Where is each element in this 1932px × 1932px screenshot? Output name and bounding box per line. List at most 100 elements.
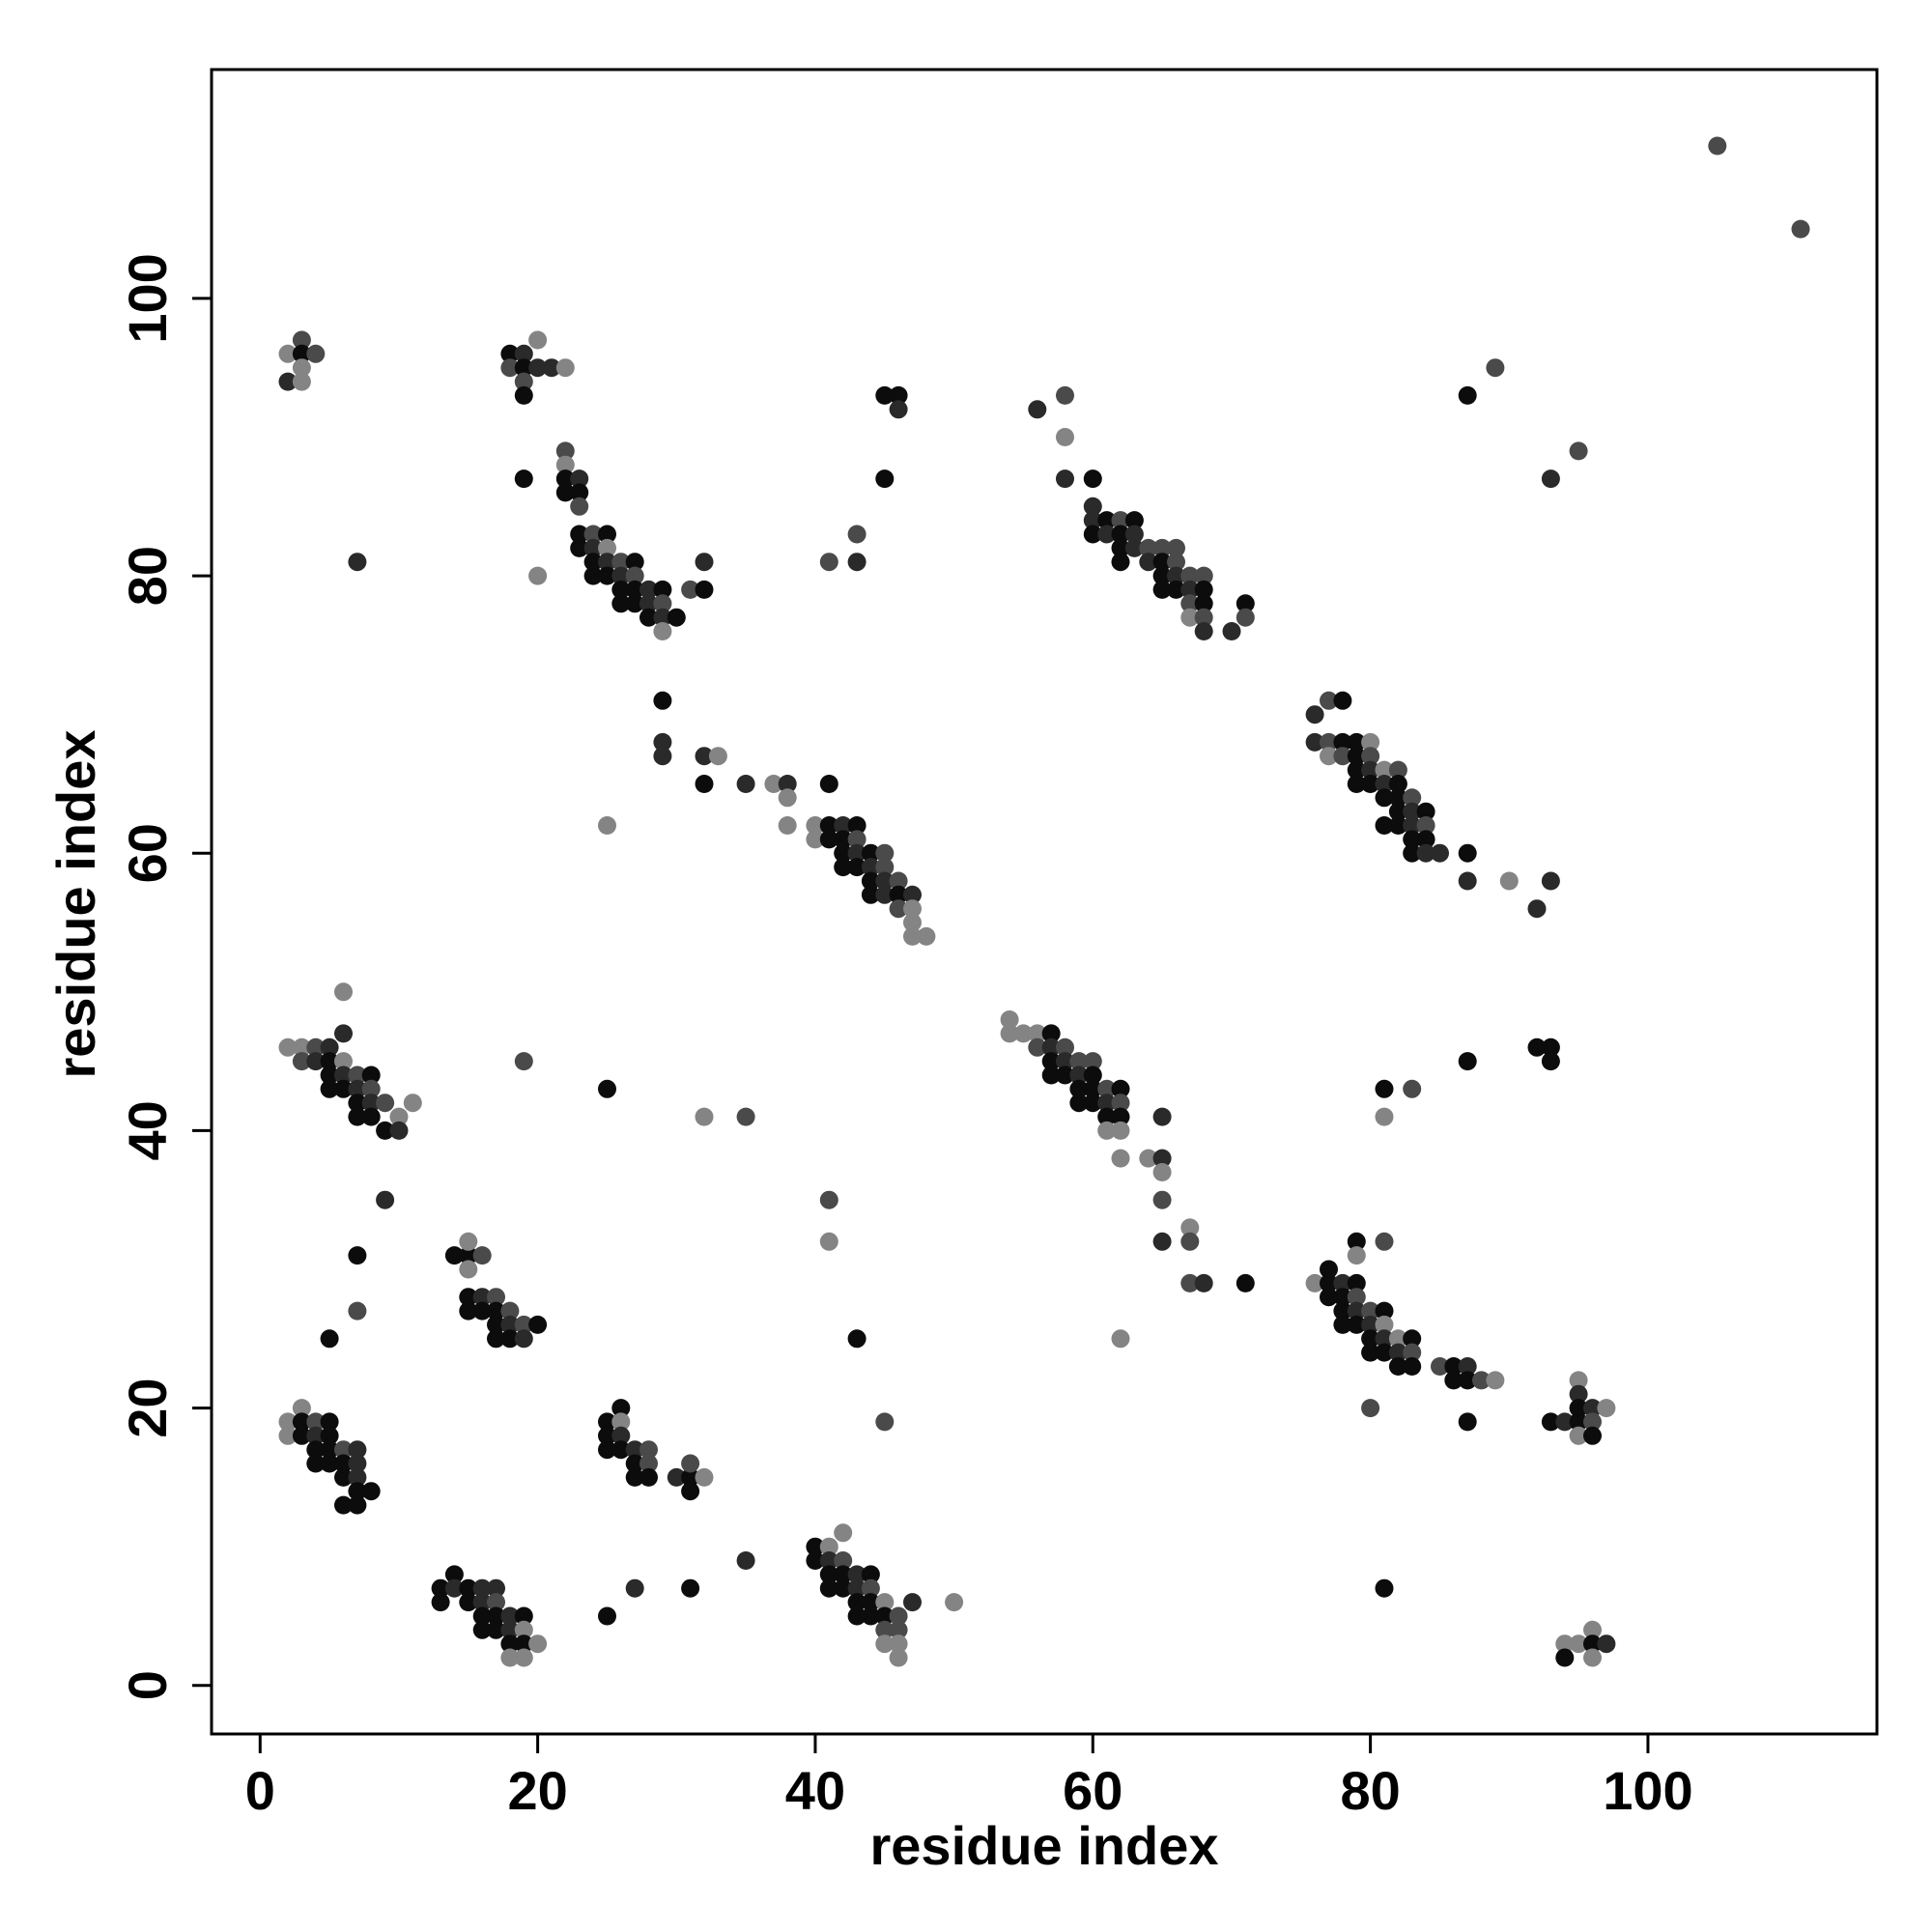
data-point	[500, 1634, 520, 1654]
data-point	[1388, 1343, 1407, 1362]
data-point	[625, 1440, 644, 1460]
data-point	[861, 858, 880, 877]
x-axis: 0 20 40 60 80 100	[245, 1732, 1693, 1821]
data-point	[542, 358, 561, 378]
data-point	[653, 747, 672, 766]
data-point	[819, 816, 838, 835]
data-point	[306, 1037, 326, 1057]
data-point	[320, 1052, 339, 1071]
data-point	[1375, 760, 1394, 780]
data-point	[306, 1440, 326, 1460]
data-point	[653, 622, 672, 640]
data-point	[1375, 1343, 1394, 1362]
data-point	[348, 1301, 367, 1321]
data-point	[819, 1190, 838, 1209]
data-point	[819, 1551, 838, 1570]
data-point	[320, 1037, 339, 1057]
data-point	[1527, 1037, 1547, 1057]
data-point	[1541, 1052, 1560, 1071]
data-point	[1347, 1273, 1366, 1293]
data-point	[459, 1260, 478, 1279]
data-point	[1194, 566, 1213, 585]
data-point	[1333, 1301, 1352, 1321]
data-point	[528, 358, 548, 378]
data-point	[1458, 1412, 1477, 1432]
data-point	[639, 608, 658, 627]
data-point	[1333, 732, 1352, 752]
data-point	[1388, 802, 1407, 821]
data-point	[1083, 1094, 1102, 1113]
data-point	[472, 1288, 492, 1307]
data-point	[348, 1065, 367, 1085]
data-point	[611, 1440, 631, 1460]
data-point	[847, 843, 867, 863]
data-point	[945, 1593, 964, 1612]
data-point	[487, 1593, 505, 1612]
data-point	[681, 1578, 700, 1598]
data-point	[514, 1606, 533, 1626]
data-point	[847, 1578, 867, 1598]
data-point	[1236, 1273, 1255, 1293]
data-point	[889, 885, 908, 904]
data-point	[917, 926, 936, 946]
x-axis-label: residue index	[869, 1815, 1218, 1876]
data-point	[487, 1606, 505, 1626]
data-point	[514, 1620, 533, 1639]
data-point	[278, 1412, 298, 1432]
data-point	[570, 538, 589, 557]
data-point	[320, 1412, 339, 1432]
data-point	[1194, 608, 1213, 627]
data-point	[598, 1440, 616, 1460]
data-point	[1111, 525, 1130, 544]
data-point	[1083, 1079, 1102, 1098]
data-point	[1028, 1024, 1047, 1043]
data-point	[1124, 525, 1144, 544]
data-point	[806, 816, 825, 835]
data-point	[1388, 1329, 1407, 1349]
data-point	[708, 747, 727, 766]
data-point	[819, 1578, 838, 1598]
data-point	[555, 483, 575, 502]
data-point	[500, 1301, 520, 1321]
data-point	[1194, 1273, 1213, 1293]
data-point	[528, 566, 548, 585]
data-point	[1403, 1329, 1422, 1349]
data-point	[444, 1578, 464, 1598]
data-point	[1069, 1094, 1089, 1113]
data-point	[625, 566, 644, 585]
data-point	[348, 1079, 367, 1098]
data-point	[389, 1107, 409, 1126]
data-point	[653, 580, 672, 599]
data-point	[1388, 775, 1407, 793]
data-point	[1416, 816, 1435, 835]
data-point	[334, 1454, 353, 1473]
data-point	[1180, 580, 1200, 599]
data-point	[292, 1399, 311, 1418]
data-point	[583, 538, 603, 557]
data-point	[1375, 775, 1394, 793]
data-point	[555, 441, 575, 461]
data-point	[487, 1578, 505, 1598]
data-point	[1000, 1024, 1019, 1043]
data-point	[1569, 1384, 1588, 1404]
data-point	[278, 1037, 298, 1057]
data-point	[500, 358, 520, 378]
data-point	[611, 580, 631, 599]
data-point	[736, 1107, 755, 1126]
data-point	[1097, 1079, 1117, 1098]
data-point	[1361, 1301, 1380, 1321]
data-point	[875, 1634, 895, 1654]
data-point	[334, 1079, 353, 1098]
data-point	[514, 469, 533, 489]
data-point	[306, 1426, 326, 1445]
data-point	[1458, 843, 1477, 863]
data-point	[1305, 1273, 1324, 1293]
data-point	[1403, 1357, 1422, 1376]
data-point	[278, 344, 298, 363]
data-point	[695, 553, 714, 572]
data-point	[1041, 1024, 1061, 1043]
data-point	[1139, 1149, 1158, 1168]
data-point	[1416, 802, 1435, 821]
data-point	[1097, 1107, 1117, 1126]
data-point	[1041, 1052, 1061, 1071]
